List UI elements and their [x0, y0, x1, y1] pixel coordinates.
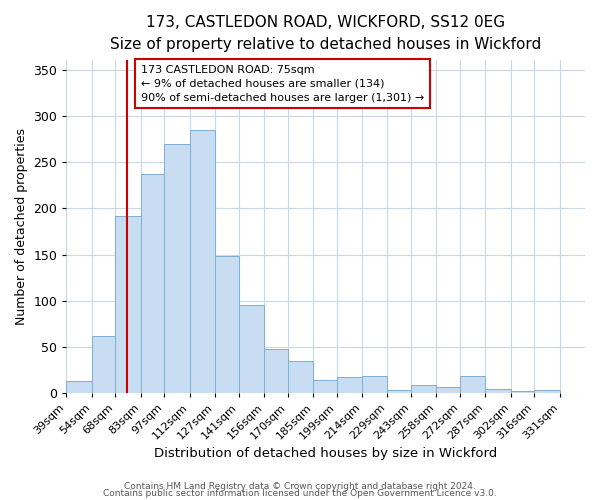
- Bar: [164, 144, 190, 394]
- Bar: [190, 130, 215, 394]
- Bar: [239, 304, 264, 394]
- Text: 173 CASTLEDON ROAD: 75sqm
← 9% of detached houses are smaller (134)
90% of semi-: 173 CASTLEDON ROAD: 75sqm ← 9% of detach…: [141, 65, 424, 103]
- Bar: [313, 380, 337, 394]
- Bar: [362, 376, 388, 394]
- Title: 173, CASTLEDON ROAD, WICKFORD, SS12 0EG
Size of property relative to detached ho: 173, CASTLEDON ROAD, WICKFORD, SS12 0EG …: [110, 15, 541, 52]
- Bar: [141, 174, 164, 394]
- Text: Contains public sector information licensed under the Open Government Licence v3: Contains public sector information licen…: [103, 490, 497, 498]
- Bar: [411, 385, 436, 394]
- Bar: [67, 382, 92, 394]
- Bar: [436, 387, 460, 394]
- Bar: [485, 389, 511, 394]
- Y-axis label: Number of detached properties: Number of detached properties: [15, 128, 28, 326]
- Bar: [215, 256, 239, 394]
- Bar: [535, 390, 560, 394]
- Bar: [264, 349, 288, 394]
- Bar: [288, 361, 313, 394]
- Bar: [388, 390, 411, 394]
- Text: Contains HM Land Registry data © Crown copyright and database right 2024.: Contains HM Land Registry data © Crown c…: [124, 482, 476, 491]
- X-axis label: Distribution of detached houses by size in Wickford: Distribution of detached houses by size …: [154, 447, 497, 460]
- Bar: [511, 390, 535, 394]
- Bar: [460, 376, 485, 394]
- Bar: [115, 216, 141, 394]
- Bar: [337, 377, 362, 394]
- Bar: [92, 336, 115, 394]
